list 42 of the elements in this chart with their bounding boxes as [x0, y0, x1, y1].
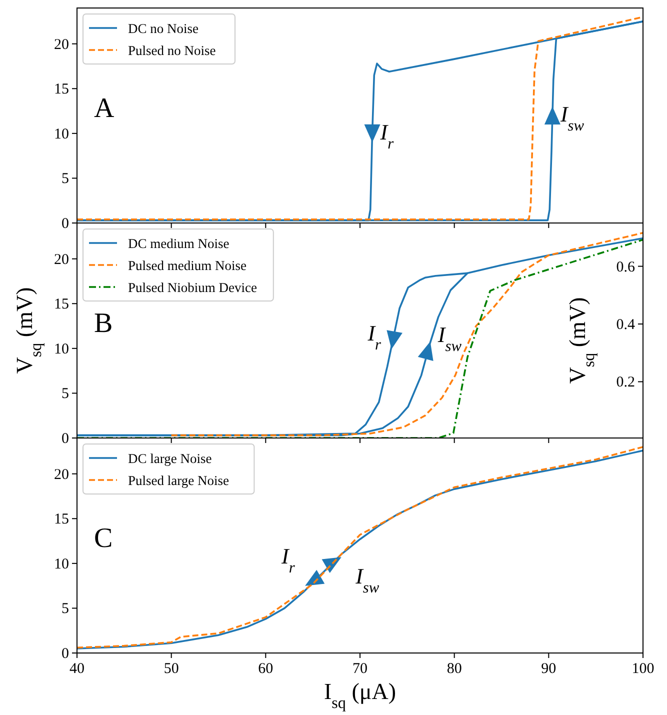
x-tick-label: 70: [352, 661, 368, 677]
annotation: I$_{r}$: [280, 543, 296, 576]
y-tick-label: 15: [54, 296, 69, 313]
annotation: A: [94, 92, 115, 124]
annotation: I$_{sw}$: [354, 564, 380, 596]
y-tick-label: 0: [62, 646, 69, 662]
y-tick-label: 0: [62, 431, 69, 447]
x-axis-title: I$_{sq}$ (μA): [324, 679, 396, 712]
y-tick-label: 10: [54, 126, 69, 142]
legend-label: Pulsed medium Noise: [128, 258, 246, 273]
legend-label: DC medium Noise: [128, 236, 230, 251]
y-tick-label: 0: [62, 216, 69, 232]
y-tick-label: 10: [54, 556, 69, 572]
y2-tick-label: 0.4: [616, 317, 636, 334]
annotation: I$_{sw}$: [559, 102, 585, 134]
annotation: I$_{sw}$: [436, 322, 462, 355]
annotation: C: [94, 522, 113, 554]
annotation: I$_{r}$: [366, 320, 382, 353]
annotation: I$_{r}$: [379, 119, 395, 152]
annotation: B: [94, 308, 113, 339]
x-tick-label: 80: [446, 661, 462, 677]
legend-label: DC large Noise: [128, 451, 212, 466]
legend-label: Pulsed large Noise: [128, 473, 229, 488]
legend-label: DC no Noise: [128, 21, 199, 36]
legend-label: Pulsed Niobium Device: [128, 280, 257, 295]
x-tick-label: 50: [164, 661, 179, 677]
x-tick-label: 90: [541, 661, 556, 677]
y-tick-label: 20: [54, 252, 69, 268]
y-tick-label: 5: [62, 386, 69, 402]
y2-tick-label: 0.6: [616, 259, 636, 276]
y2-tick-label: 0.2: [616, 374, 635, 391]
y-tick-label: 10: [54, 341, 69, 358]
x-tick-label: 60: [258, 661, 274, 677]
x-tick-label: 40: [70, 661, 84, 677]
y-tick-label: 20: [54, 36, 69, 53]
x-tick-label: 100: [632, 661, 654, 677]
y-tick-label: 5: [62, 171, 69, 188]
y-tick-label: 5: [62, 601, 69, 618]
legend-label: Pulsed no Noise: [128, 43, 216, 58]
y-tick-label: 15: [54, 82, 69, 98]
y-tick-label: 15: [54, 512, 69, 528]
y-tick-label: 20: [54, 466, 69, 483]
